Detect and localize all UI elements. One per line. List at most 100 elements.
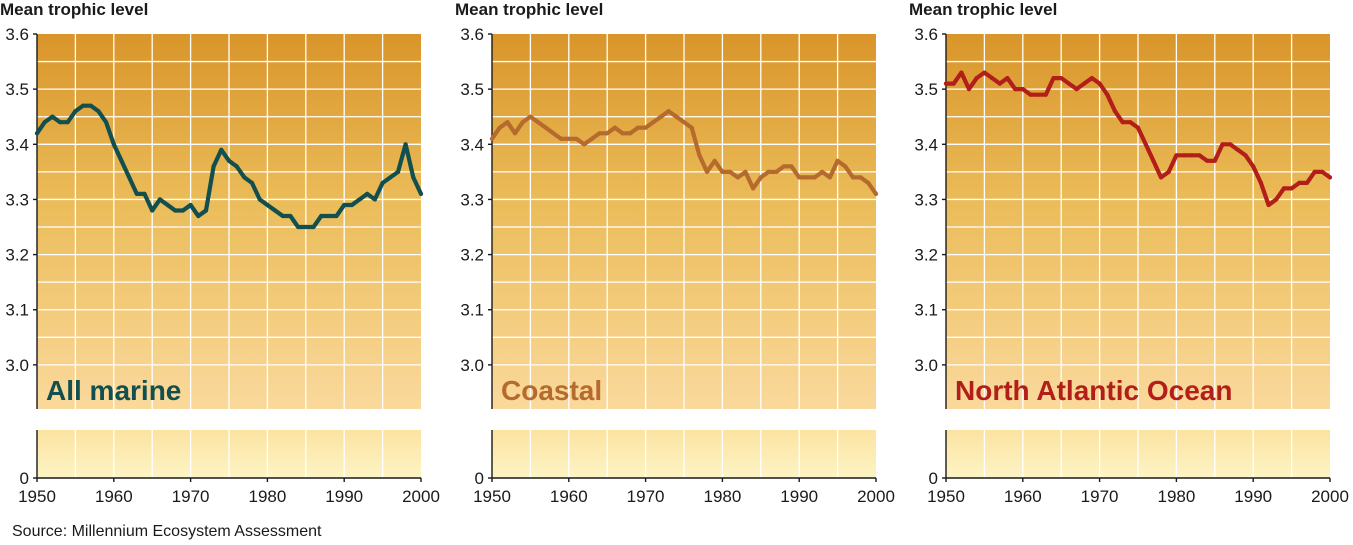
- data-point: [520, 120, 525, 125]
- data-point: [249, 180, 255, 185]
- y-tick-label: 3.3: [460, 190, 484, 209]
- data-point: [1005, 76, 1010, 81]
- data-point: [651, 120, 656, 125]
- data-point: [1251, 164, 1256, 169]
- x-tick-label: 1990: [325, 487, 363, 506]
- data-point: [489, 136, 495, 141]
- y-tick-label: 3.1: [460, 301, 484, 320]
- data-point: [1105, 92, 1110, 97]
- x-tick-label: 1950: [18, 487, 56, 506]
- data-point: [1235, 147, 1240, 152]
- y-tick-label-lower: 0: [929, 469, 938, 488]
- data-point: [380, 180, 385, 185]
- x-tick-label: 1960: [95, 487, 133, 506]
- data-point: [990, 76, 995, 81]
- series-label: North Atlantic Ocean: [955, 375, 1232, 406]
- data-point: [403, 142, 408, 147]
- data-point: [666, 109, 671, 114]
- y-tick-label: 3.4: [5, 135, 29, 154]
- data-point: [288, 213, 293, 219]
- data-point: [612, 125, 618, 130]
- data-point: [505, 120, 510, 125]
- source-caption: Source: Millennium Ecosystem Assessment: [12, 523, 322, 540]
- data-point: [774, 169, 779, 174]
- data-point: [704, 169, 710, 174]
- y-tick-label: 3.2: [914, 246, 938, 265]
- data-point: [65, 120, 70, 125]
- y-tick-label: 3.1: [5, 301, 29, 320]
- data-point: [257, 197, 262, 202]
- data-point: [735, 175, 740, 180]
- data-point: [211, 164, 216, 169]
- data-point: [1158, 175, 1164, 180]
- y-tick-label: 3.6: [460, 25, 484, 44]
- data-point: [1189, 153, 1194, 158]
- data-point: [758, 175, 763, 180]
- data-point: [1066, 81, 1071, 86]
- data-point: [1281, 186, 1286, 191]
- data-point: [551, 131, 556, 136]
- y-tick-label-lower: 0: [475, 469, 484, 488]
- data-point: [620, 131, 625, 136]
- data-point: [203, 208, 209, 213]
- data-point: [365, 191, 370, 196]
- x-tick-label: 2000: [402, 487, 440, 506]
- data-point: [42, 120, 47, 125]
- data-point: [1197, 153, 1202, 158]
- data-point: [751, 186, 756, 191]
- y-tick-label: 3.5: [460, 80, 484, 99]
- data-point: [582, 142, 587, 147]
- chart-title: Mean trophic level: [0, 0, 148, 19]
- data-point: [1151, 158, 1156, 163]
- data-point: [1289, 186, 1294, 191]
- data-point: [334, 213, 339, 219]
- data-point: [658, 114, 664, 119]
- data-point: [265, 202, 270, 208]
- data-point: [512, 131, 518, 136]
- data-point: [188, 202, 193, 208]
- data-point: [959, 70, 964, 75]
- data-point: [319, 213, 324, 219]
- data-point: [1274, 197, 1279, 202]
- chart-title: Mean trophic level: [909, 0, 1057, 19]
- data-point: [643, 125, 648, 130]
- data-point: [1304, 180, 1310, 185]
- data-point: [1297, 180, 1302, 185]
- data-point: [566, 136, 571, 141]
- data-point: [372, 197, 377, 202]
- data-point: [1166, 169, 1171, 174]
- data-point: [497, 125, 502, 130]
- data-point: [388, 175, 393, 180]
- data-point: [280, 213, 285, 219]
- data-point: [1258, 180, 1263, 185]
- data-point: [982, 70, 987, 75]
- data-point: [34, 131, 40, 136]
- data-point: [943, 81, 949, 86]
- data-point: [157, 197, 162, 202]
- x-tick-label: 1990: [1234, 487, 1272, 506]
- data-point: [1143, 142, 1148, 147]
- data-point: [342, 202, 347, 208]
- data-point: [81, 103, 86, 108]
- data-point: [1043, 92, 1048, 97]
- data-point: [843, 164, 848, 169]
- data-point: [357, 197, 362, 202]
- y-tick-label-lower: 0: [20, 469, 29, 488]
- data-point: [242, 175, 247, 180]
- data-point: [1243, 153, 1248, 158]
- data-point: [127, 175, 132, 180]
- x-tick-label: 2000: [1311, 487, 1349, 506]
- data-point: [681, 120, 687, 125]
- data-point: [234, 164, 239, 169]
- data-point: [349, 202, 354, 208]
- data-point: [697, 153, 702, 158]
- data-point: [850, 175, 856, 180]
- series-label: All marine: [46, 375, 181, 406]
- x-tick-label: 1990: [780, 487, 818, 506]
- data-point: [73, 109, 78, 114]
- data-point: [219, 147, 224, 152]
